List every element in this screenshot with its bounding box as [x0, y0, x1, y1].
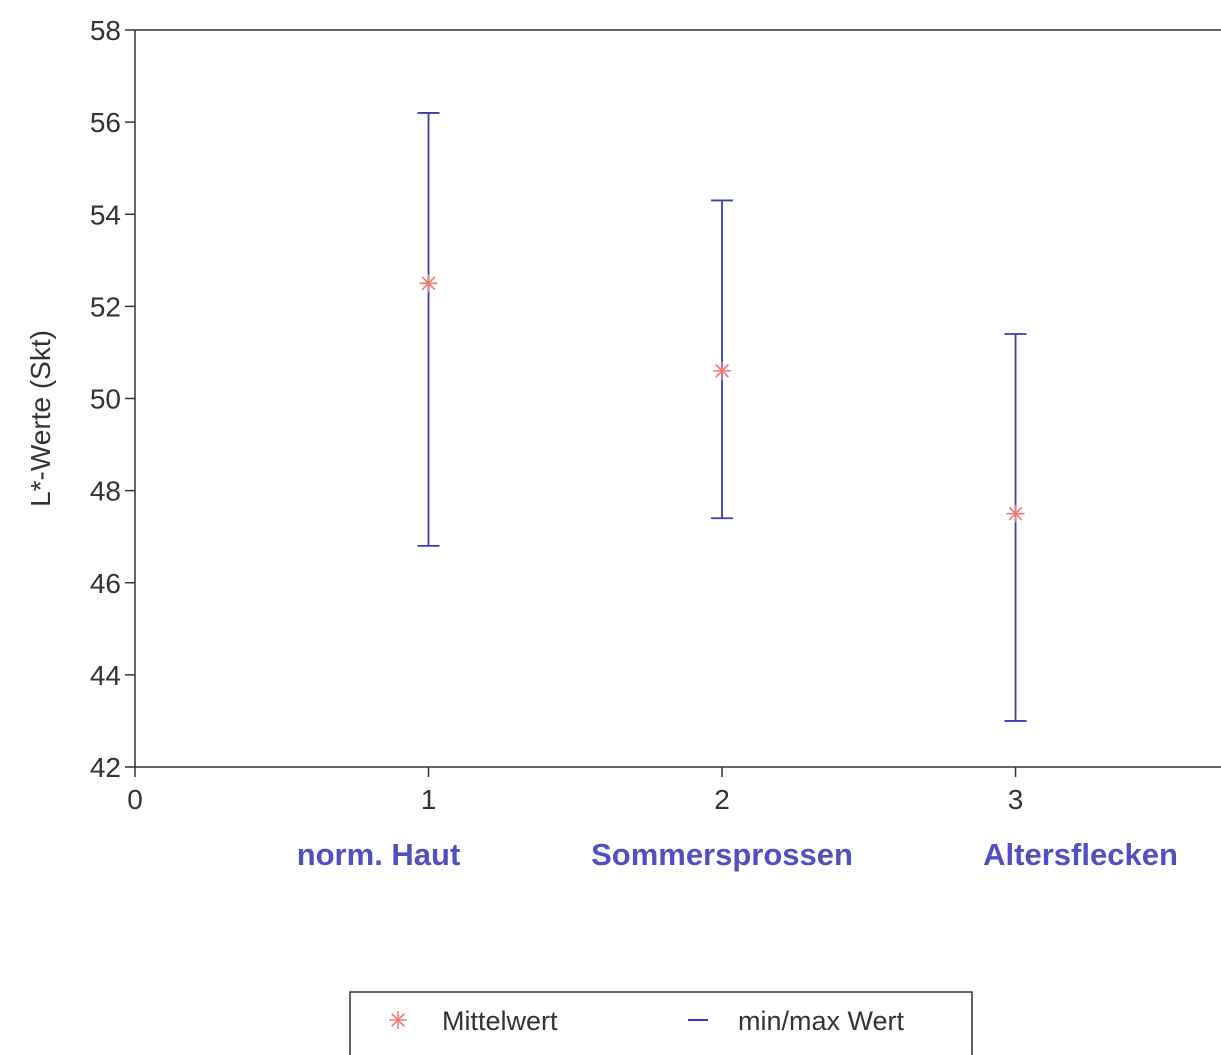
- legend: Mittelwert min/max Wert: [349, 991, 973, 1055]
- legend-label-mean: Mittelwert: [442, 1006, 558, 1036]
- y-axis-label: L*-Werte (Skt): [25, 330, 56, 507]
- category-label: Altersflecken: [983, 837, 1178, 872]
- min-max-ranges: [417, 112, 1027, 722]
- y-tick-label: 56: [90, 107, 121, 138]
- y-tick-label: 54: [90, 199, 121, 230]
- mean-marker: [419, 274, 438, 293]
- legend-box: [349, 991, 973, 1055]
- category-labels: norm. Haut Sommersprossen Altersflecken: [297, 837, 1178, 872]
- x-tick-label: 2: [714, 784, 730, 815]
- y-tick-label: 50: [90, 384, 121, 415]
- legend-mean-symbol: [389, 1011, 407, 1029]
- x-tick-label: 3: [1008, 784, 1024, 815]
- x-tick-label: 0: [127, 784, 143, 815]
- category-label: Sommersprossen: [591, 837, 853, 872]
- y-tick-label: 48: [90, 476, 121, 507]
- y-tick-label: 46: [90, 568, 121, 599]
- axes: [134, 29, 1221, 768]
- mean-marker: [1006, 504, 1025, 523]
- legend-items: Mittelwert min/max Wert: [389, 1006, 905, 1036]
- y-tick-label: 42: [90, 752, 121, 783]
- y-tick-label: 58: [90, 15, 121, 46]
- mean-marker: [713, 361, 732, 380]
- y-tick-label: 44: [90, 660, 121, 691]
- x-tick-label: 1: [421, 784, 437, 815]
- y-axis-ticks: 42 44 46 48 50 52 54 56 58: [90, 15, 135, 783]
- legend-label-range: min/max Wert: [738, 1006, 905, 1036]
- x-axis-ticks: 0 1 2 3: [127, 767, 1023, 815]
- category-label: norm. Haut: [297, 837, 461, 872]
- y-tick-label: 52: [90, 291, 121, 322]
- mean-markers: [419, 274, 1025, 523]
